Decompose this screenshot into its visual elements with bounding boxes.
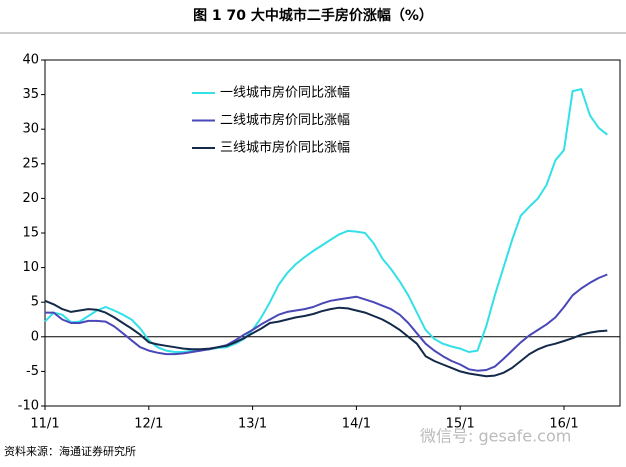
- y-tick-label: 0: [31, 329, 39, 344]
- legend-label: 一线城市房价同比涨幅: [220, 85, 350, 101]
- y-tick-label: -5: [26, 364, 39, 379]
- watermark: 微信号: gesafe.com: [420, 427, 571, 446]
- series-line: [44, 299, 608, 378]
- y-tick-label: 30: [22, 122, 39, 137]
- series-line: [45, 273, 608, 372]
- x-tick-label: 11/1: [30, 417, 59, 432]
- y-tick-label: -10: [18, 399, 39, 414]
- y-tick-label: 35: [22, 87, 39, 102]
- x-tick-label: 13/1: [238, 417, 267, 432]
- x-tick-label: 16/1: [549, 417, 578, 432]
- plot-frame: [44, 59, 621, 407]
- y-tick-label: 40: [22, 53, 39, 68]
- x-tick-label: 12/1: [134, 417, 163, 432]
- series-line: [44, 88, 608, 353]
- chart-title: 图 1 70 大中城市二手房价涨幅（%）: [193, 7, 433, 24]
- source: 资料来源：海通证券研究所: [4, 444, 136, 458]
- y-tick-label: 25: [22, 156, 39, 171]
- legend-label: 三线城市房价同比涨幅: [220, 140, 350, 156]
- y-tick-label: 15: [22, 226, 39, 241]
- y-tick-label: 20: [22, 191, 39, 206]
- y-tick-label: 10: [22, 260, 39, 275]
- x-tick-label: 15/1: [446, 417, 475, 432]
- x-tick-label: 14/1: [342, 417, 371, 432]
- y-tick-label: 5: [31, 295, 39, 310]
- legend-label: 二线城市房价同比涨幅: [220, 112, 350, 128]
